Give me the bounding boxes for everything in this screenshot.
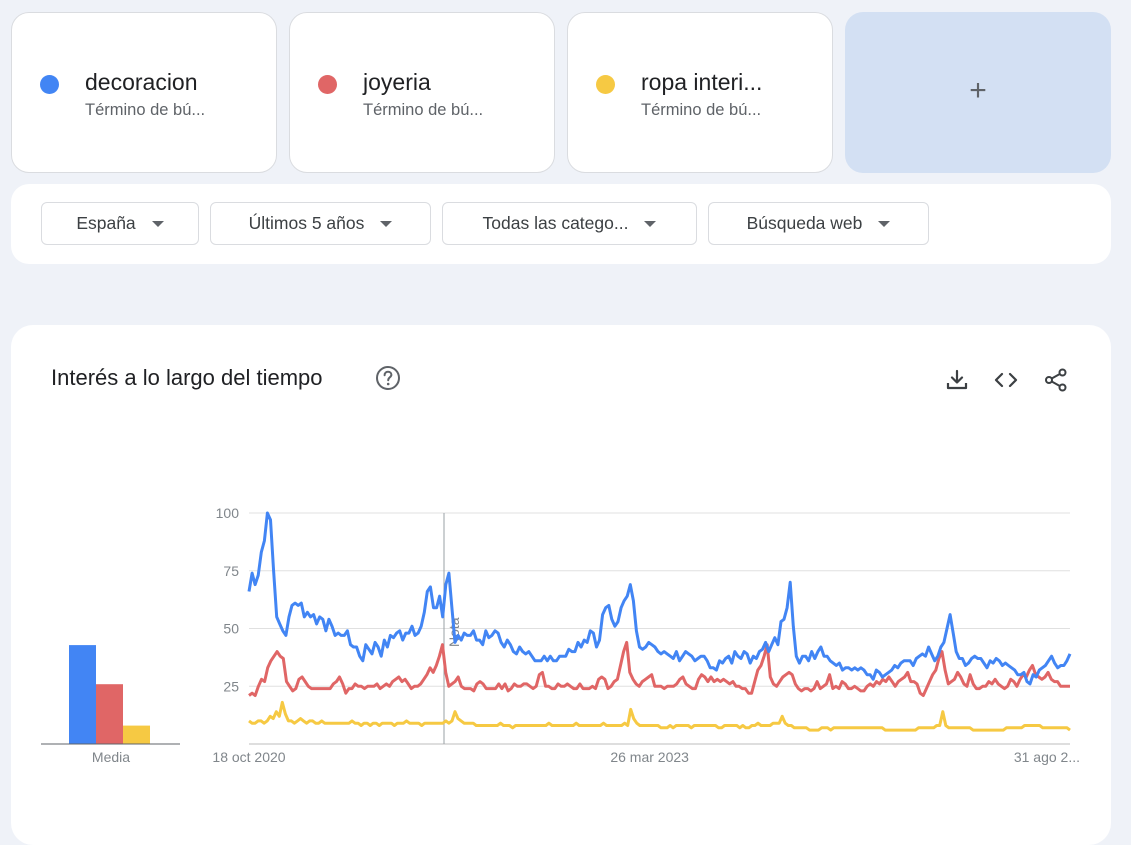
y-tick-label: 50 bbox=[223, 621, 239, 637]
caret-down-icon bbox=[878, 220, 891, 227]
series-line-2[interactable] bbox=[248, 640, 1070, 697]
term-card-3[interactable]: ropa interi... Término de bú... bbox=[567, 12, 833, 173]
embed-icon[interactable] bbox=[993, 367, 1019, 393]
caret-down-icon bbox=[644, 220, 657, 227]
series-line-1[interactable] bbox=[247, 511, 1072, 686]
term-type: Término de bú... bbox=[363, 101, 484, 119]
add-comparison-button[interactable]: + bbox=[845, 12, 1111, 173]
period-label: Últimos 5 años bbox=[248, 213, 365, 233]
x-tick-label: 26 mar 2023 bbox=[610, 749, 689, 765]
y-tick-label: 25 bbox=[223, 678, 239, 694]
search-type-dropdown[interactable]: Búsqueda web bbox=[708, 202, 929, 245]
series-color-dot bbox=[596, 75, 615, 94]
region-dropdown[interactable]: España bbox=[41, 202, 199, 245]
category-label: Todas las catego... bbox=[482, 213, 629, 233]
y-tick-label: 100 bbox=[216, 505, 240, 521]
category-dropdown[interactable]: Todas las catego... bbox=[442, 202, 697, 245]
caret-down-icon bbox=[151, 220, 164, 227]
region-label: España bbox=[76, 213, 136, 233]
series-line-3[interactable] bbox=[248, 700, 1071, 732]
series-color-dot bbox=[318, 75, 337, 94]
term-name: decoracion bbox=[85, 69, 198, 95]
x-tick-label: 31 ago 2... bbox=[1014, 749, 1080, 765]
term-card-2[interactable]: joyeria Término de bú... bbox=[289, 12, 555, 173]
series-color-dot bbox=[40, 75, 59, 94]
y-tick-label: 75 bbox=[223, 563, 239, 579]
avg-xlabel: Media bbox=[92, 749, 130, 765]
period-dropdown[interactable]: Últimos 5 años bbox=[210, 202, 431, 245]
avg-bar-3[interactable] bbox=[123, 725, 150, 744]
avg-bar-2[interactable] bbox=[96, 684, 123, 744]
caret-down-icon bbox=[380, 220, 393, 227]
interest-over-time-card: Interés a lo largo del tiempo Media 25 50… bbox=[11, 325, 1111, 845]
help-icon[interactable] bbox=[375, 365, 401, 391]
term-card-1[interactable]: decoracion Término de bú... bbox=[11, 12, 277, 173]
download-icon[interactable] bbox=[944, 367, 970, 393]
trend-chart: Media 25 50 75 100 18 oct 2020 26 mar 2023 31… bbox=[41, 505, 1080, 765]
filter-bar: España Últimos 5 años Todas las catego..… bbox=[11, 184, 1111, 264]
search-type-label: Búsqueda web bbox=[746, 213, 863, 233]
plus-icon: + bbox=[969, 74, 987, 107]
term-name: ropa interi... bbox=[641, 69, 763, 95]
term-type: Término de bú... bbox=[641, 101, 762, 119]
term-name: joyeria bbox=[363, 69, 431, 95]
term-type: Término de bú... bbox=[85, 101, 206, 119]
chart-title: Interés a lo largo del tiempo bbox=[51, 365, 323, 390]
avg-bar-1[interactable] bbox=[69, 645, 96, 744]
x-tick-label: 18 oct 2020 bbox=[212, 749, 285, 765]
share-icon[interactable] bbox=[1043, 367, 1069, 393]
